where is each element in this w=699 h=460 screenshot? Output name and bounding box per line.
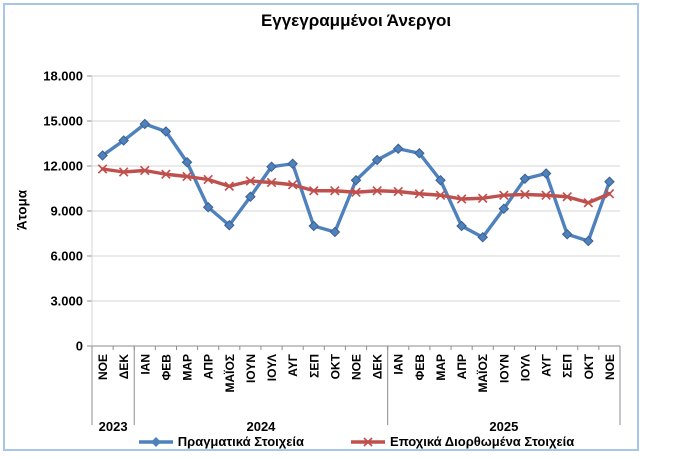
legend: Πραγματικά Στοιχεία Εποχικά Διορθωμένα Σ… [92, 434, 620, 449]
x-category-label: ΣΕΠ [307, 354, 321, 378]
x-marker [499, 190, 509, 201]
x-category-label: ΑΥΓ [540, 353, 554, 377]
x-category-label: ΔΕΚ [371, 354, 385, 380]
diamond-marker [456, 220, 467, 232]
legend-item-actual: Πραγματικά Στοιχεία [138, 434, 304, 449]
x-category-label: ΦΕΒ [413, 354, 427, 381]
y-tick-label: 18.000 [43, 69, 83, 84]
x-marker [393, 186, 404, 197]
diamond-marker [519, 173, 531, 185]
diamond-marker [435, 174, 446, 186]
x-category-label: ΜΑΪΟΣ [222, 354, 237, 393]
x-marker [182, 171, 192, 182]
diamond-marker [477, 231, 489, 243]
diamond-marker [287, 158, 298, 170]
x-category-label: ΝΟΕ [603, 354, 617, 380]
x-marker [520, 189, 530, 200]
diamond-marker [329, 226, 341, 238]
x-category-label: ΙΑΝ [138, 354, 152, 375]
diamond-marker [202, 201, 214, 213]
x-marker [477, 193, 488, 204]
diamond-marker [561, 228, 573, 240]
x-marker [372, 185, 382, 196]
diamond-marker [223, 219, 235, 231]
x-category-label: ΟΚΤ [582, 353, 596, 379]
x-marker [456, 194, 467, 204]
x-category-label: ΑΠΡ [455, 354, 469, 379]
x-marker [97, 164, 108, 174]
x-marker [224, 181, 235, 192]
legend-label-seasonal: Εποχικά Διορθωμένα Στοιχεία [390, 434, 575, 449]
x-marker [435, 190, 446, 201]
diamond-marker [118, 135, 129, 146]
x-marker [245, 176, 256, 186]
legend-label-actual: Πραγματικά Στοιχεία [177, 434, 305, 449]
legend-line-x-icon [351, 436, 386, 447]
series-line-1 [100, 167, 612, 205]
x-marker [203, 174, 213, 185]
diamond-marker [97, 150, 108, 161]
y-tick-label: 3.000 [50, 294, 83, 309]
year-label: 2023 [99, 419, 128, 434]
diamond-marker [498, 203, 510, 215]
diamond-marker [583, 235, 594, 247]
x-marker [287, 179, 298, 190]
x-category-label: ΑΥΓ [286, 353, 300, 377]
diamond-marker [139, 118, 151, 130]
year-label: 2024 [246, 419, 276, 434]
x-marker [414, 188, 425, 199]
x-category-label: ΝΟΕ [96, 354, 110, 380]
x-marker [139, 165, 150, 176]
x-category-label: ΔΕΚ [117, 354, 131, 380]
x-category-label: ΦΕΒ [159, 354, 173, 381]
x-marker [604, 188, 615, 199]
year-label: 2025 [489, 419, 518, 434]
x-category-label: ΑΠΡ [202, 354, 216, 379]
legend-line-diamond-icon [138, 436, 173, 447]
diamond-marker [392, 143, 404, 155]
legend-item-seasonal: Εποχικά Διορθωμένα Στοιχεία [350, 434, 574, 449]
x-category-label: ΙΟΥΝ [497, 354, 511, 383]
x-marker [583, 197, 594, 208]
chart-title: Εγγεγραμμένοι Άνεργοι [260, 11, 452, 30]
x-category-label: ΙΟΥΝ [244, 354, 258, 383]
y-tick-label: 6.000 [50, 249, 83, 264]
diamond-marker [350, 174, 362, 186]
x-category-label: ΙΟΥΛ [265, 354, 279, 381]
y-tick-label: 12.000 [43, 159, 83, 174]
x-marker [541, 190, 551, 201]
x-marker [351, 187, 361, 198]
x-marker [118, 167, 129, 177]
diamond-marker [245, 191, 256, 203]
x-marker [161, 169, 171, 180]
y-tick-label: 15.000 [43, 114, 83, 129]
diamond-marker [308, 220, 320, 232]
x-category-label: ΙΑΝ [392, 354, 406, 375]
x-category-label: ΜΑΪΟΣ [475, 354, 490, 393]
x-category-label: ΜΑΡ [181, 354, 195, 381]
x-category-label: ΝΟΕ [350, 354, 364, 380]
diamond-marker [371, 154, 383, 166]
diamond-marker [160, 126, 172, 137]
diamond-marker [181, 156, 193, 168]
x-category-label: ΙΟΥΛ [518, 354, 532, 381]
x-marker [330, 185, 340, 196]
x-marker [308, 185, 319, 196]
x-category-label: ΜΑΡ [434, 354, 448, 381]
x-category-label: ΟΚΤ [328, 353, 342, 379]
x-category-label: ΣΕΠ [561, 354, 575, 378]
x-marker [562, 191, 573, 202]
y-tick-label: 9.000 [50, 204, 83, 219]
diamond-marker [604, 176, 615, 188]
diamond-marker [414, 147, 425, 159]
diamond-marker [540, 168, 552, 179]
y-tick-label: 0 [76, 339, 83, 354]
diamond-marker [266, 161, 277, 173]
x-marker [266, 177, 277, 188]
